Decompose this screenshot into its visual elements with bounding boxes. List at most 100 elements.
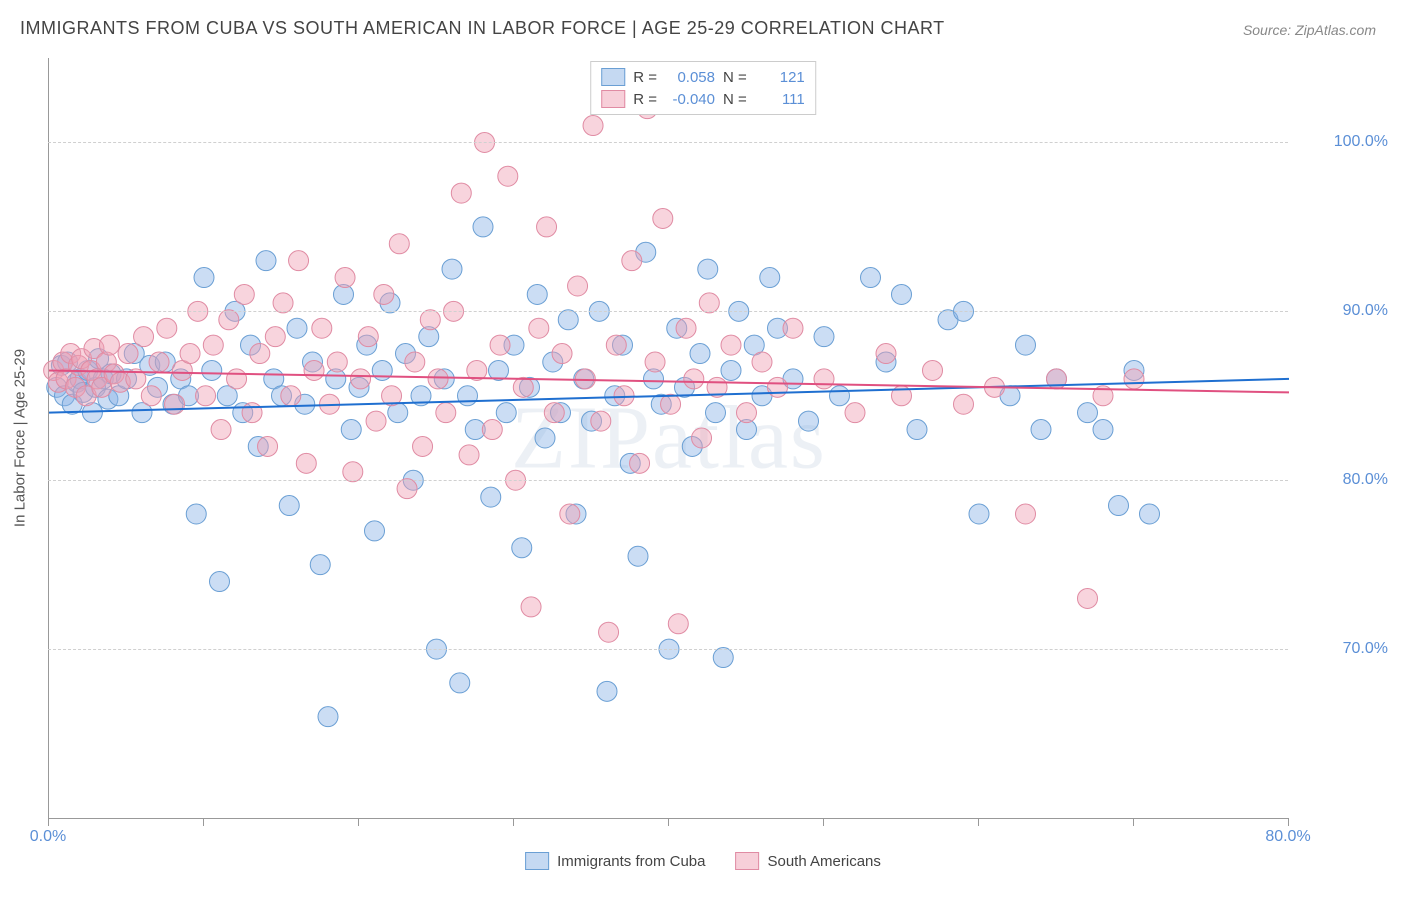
data-point	[892, 284, 912, 304]
data-point	[451, 183, 471, 203]
data-point	[273, 293, 293, 313]
data-point	[99, 335, 119, 355]
data-point	[1078, 588, 1098, 608]
data-point	[713, 648, 733, 668]
data-point	[537, 217, 557, 237]
data-point	[583, 116, 603, 136]
data-point	[287, 318, 307, 338]
data-point	[227, 369, 247, 389]
chart-title: IMMIGRANTS FROM CUBA VS SOUTH AMERICAN I…	[20, 18, 945, 39]
data-point	[498, 166, 518, 186]
data-point	[845, 403, 865, 423]
data-point	[211, 420, 231, 440]
r-value: 0.058	[665, 69, 715, 86]
data-point	[814, 369, 834, 389]
x-tick	[48, 818, 49, 826]
data-point	[459, 445, 479, 465]
x-tick	[203, 818, 204, 826]
x-tick-label: 80.0%	[1265, 828, 1310, 922]
r-label: R =	[633, 69, 657, 86]
data-point	[690, 344, 710, 364]
data-point	[698, 259, 718, 279]
legend-row: R = 0.058 N = 121	[601, 66, 805, 88]
data-point	[458, 386, 478, 406]
data-point	[196, 386, 216, 406]
gridline	[48, 142, 1288, 143]
data-point	[591, 411, 611, 431]
n-value: 121	[755, 69, 805, 86]
data-point	[622, 251, 642, 271]
data-point	[279, 496, 299, 516]
data-point	[374, 284, 394, 304]
data-point	[1016, 504, 1036, 524]
data-point	[653, 208, 673, 228]
data-point	[210, 572, 230, 592]
data-point	[203, 335, 223, 355]
plot-area: ZIPatlas	[48, 58, 1289, 819]
data-point	[668, 614, 688, 634]
data-point	[194, 268, 214, 288]
data-point	[597, 681, 617, 701]
data-point	[436, 403, 456, 423]
data-point	[737, 403, 757, 423]
x-tick	[358, 818, 359, 826]
data-point	[234, 284, 254, 304]
data-point	[544, 403, 564, 423]
data-point	[1140, 504, 1160, 524]
n-value: 111	[755, 91, 805, 108]
data-point	[397, 479, 417, 499]
data-point	[186, 504, 206, 524]
x-tick	[823, 818, 824, 826]
data-point	[180, 344, 200, 364]
data-point	[552, 344, 572, 364]
data-point	[861, 268, 881, 288]
data-point	[450, 673, 470, 693]
y-tick-label: 70.0%	[1343, 640, 1388, 658]
y-tick-label: 80.0%	[1343, 471, 1388, 489]
data-point	[954, 394, 974, 414]
data-point	[599, 622, 619, 642]
data-point	[521, 597, 541, 617]
data-point	[304, 360, 324, 380]
data-point	[389, 234, 409, 254]
data-point	[706, 403, 726, 423]
swatch-pink	[601, 90, 625, 108]
data-point	[413, 436, 433, 456]
legend-row: R = -0.040 N = 111	[601, 88, 805, 110]
data-point	[692, 428, 712, 448]
data-point	[645, 352, 665, 372]
data-point	[513, 377, 533, 397]
data-point	[1031, 420, 1051, 440]
data-point	[318, 707, 338, 727]
data-point	[219, 310, 239, 330]
data-point	[118, 344, 138, 364]
data-point	[661, 394, 681, 414]
legend-correlation: R = 0.058 N = 121 R = -0.040 N = 111	[590, 61, 816, 115]
data-point	[202, 360, 222, 380]
source-label: Source: ZipAtlas.com	[1243, 22, 1376, 38]
data-point	[242, 403, 262, 423]
gridline	[48, 480, 1288, 481]
data-point	[876, 344, 896, 364]
x-tick-label: 0.0%	[30, 828, 66, 922]
data-point	[568, 276, 588, 296]
data-point	[289, 251, 309, 271]
data-point	[473, 217, 493, 237]
data-point	[1093, 420, 1113, 440]
data-point	[490, 335, 510, 355]
data-point	[442, 259, 462, 279]
data-point	[1078, 403, 1098, 423]
data-point	[606, 335, 626, 355]
data-point	[327, 352, 347, 372]
data-point	[1016, 335, 1036, 355]
scatter-svg	[49, 58, 1289, 818]
n-label: N =	[723, 91, 747, 108]
x-tick	[668, 818, 669, 826]
data-point	[165, 394, 185, 414]
data-point	[343, 462, 363, 482]
data-point	[907, 420, 927, 440]
data-point	[699, 293, 719, 313]
x-tick	[1133, 818, 1134, 826]
data-point	[721, 360, 741, 380]
r-value: -0.040	[665, 91, 715, 108]
